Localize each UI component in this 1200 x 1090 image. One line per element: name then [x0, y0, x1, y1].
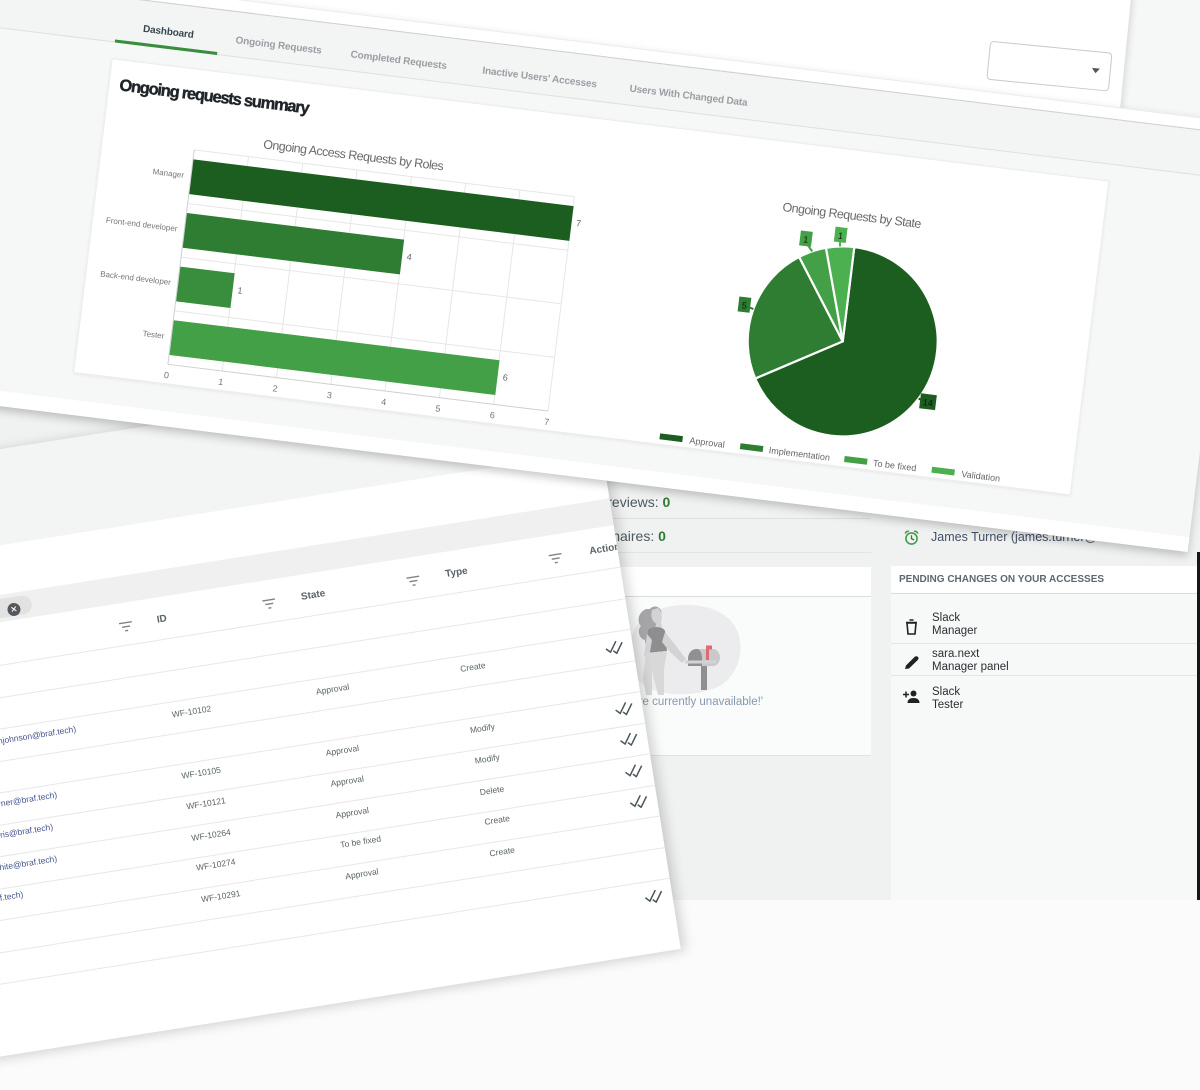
svg-text:3: 3 [326, 390, 332, 401]
svg-text:7: 7 [544, 416, 550, 427]
svg-text:Manager: Manager [152, 167, 185, 180]
svg-text:7: 7 [576, 218, 582, 229]
svg-text:To be fixed: To be fixed [873, 458, 917, 473]
svg-text:6: 6 [489, 410, 495, 421]
svg-text:Implementation: Implementation [768, 445, 830, 462]
svg-text:1: 1 [218, 376, 224, 387]
svg-text:4: 4 [381, 396, 387, 407]
svg-text:5: 5 [435, 403, 441, 414]
svg-text:Ongoing Access Requests by Rol: Ongoing Access Requests by Roles [263, 137, 445, 173]
svg-text:14: 14 [922, 397, 933, 408]
svg-text:Ongoing Requests by State: Ongoing Requests by State [782, 200, 922, 231]
svg-text:5: 5 [741, 300, 747, 311]
svg-text:4: 4 [406, 251, 412, 262]
svg-text:1: 1 [237, 285, 243, 296]
svg-text:2: 2 [272, 383, 278, 394]
svg-text:1: 1 [803, 234, 809, 245]
svg-text:6: 6 [502, 372, 508, 383]
svg-text:0: 0 [163, 370, 169, 381]
svg-text:Front-end developer: Front-end developer [105, 216, 178, 234]
svg-text:Tester: Tester [142, 329, 165, 341]
svg-text:1: 1 [837, 230, 843, 241]
svg-text:Back-end developer: Back-end developer [100, 269, 172, 287]
svg-text:Validation: Validation [961, 469, 1001, 484]
svg-text:Approval: Approval [689, 435, 725, 449]
